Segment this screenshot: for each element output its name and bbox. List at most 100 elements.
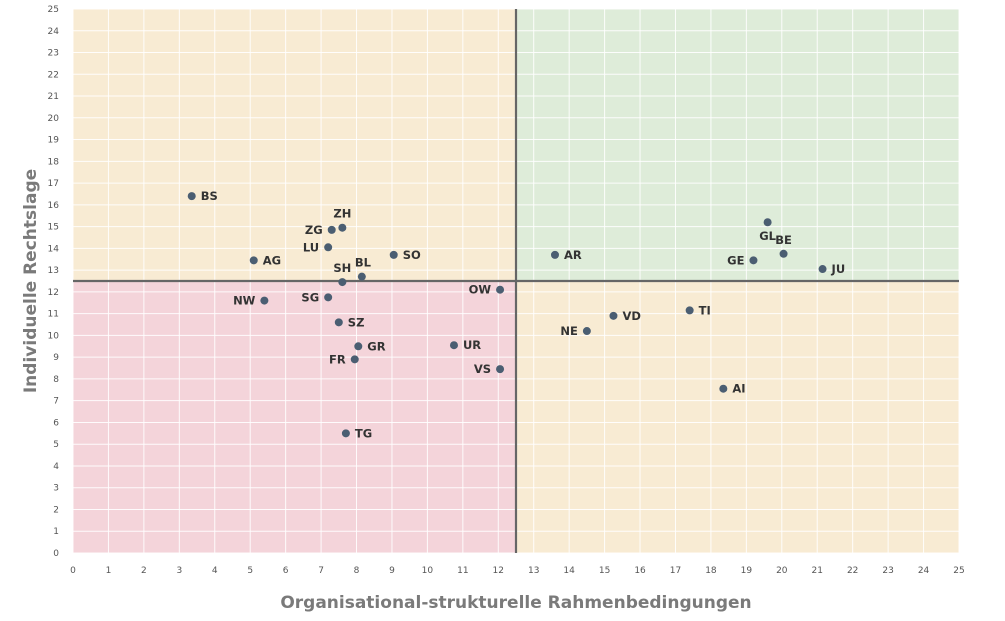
data-label-ag: AG bbox=[263, 253, 281, 267]
data-point-fr bbox=[350, 355, 359, 364]
data-label-ai: AI bbox=[732, 382, 745, 396]
data-label-zg: ZG bbox=[305, 223, 323, 237]
x-tick-label: 22 bbox=[847, 566, 858, 576]
data-point-ar bbox=[550, 250, 559, 259]
x-tick-label: 5 bbox=[247, 566, 253, 576]
data-point-ne bbox=[582, 327, 591, 336]
quadrant-top-right bbox=[516, 9, 959, 281]
y-tick-label: 23 bbox=[48, 49, 59, 59]
x-tick-label: 15 bbox=[599, 566, 610, 576]
x-axis-title: Organisational-strukturelle Rahmenbeding… bbox=[280, 593, 751, 613]
x-tick-label: 10 bbox=[422, 566, 434, 576]
data-label-gl: GL bbox=[759, 229, 776, 243]
data-point-ti bbox=[685, 306, 694, 315]
y-tick-label: 1 bbox=[53, 527, 59, 537]
y-tick-label: 3 bbox=[53, 484, 59, 494]
x-tick-label: 4 bbox=[212, 566, 218, 576]
quadrant-bottom-right bbox=[516, 281, 959, 553]
x-tick-label: 11 bbox=[457, 566, 468, 576]
data-label-vd: VD bbox=[622, 309, 640, 323]
data-point-sh bbox=[338, 278, 347, 287]
x-tick-label: 14 bbox=[563, 566, 575, 576]
data-label-sg: SG bbox=[301, 290, 319, 304]
quadrant-dividers bbox=[73, 9, 959, 553]
x-tick-label: 3 bbox=[176, 566, 182, 576]
data-label-zh: ZH bbox=[333, 207, 351, 221]
y-tick-label: 20 bbox=[48, 114, 60, 124]
data-label-ge: GE bbox=[727, 253, 744, 267]
x-tick-label: 16 bbox=[634, 566, 646, 576]
data-label-ow: OW bbox=[469, 283, 492, 297]
x-tick-label: 17 bbox=[670, 566, 681, 576]
data-point-ur bbox=[449, 341, 458, 350]
y-tick-label: 22 bbox=[48, 70, 59, 80]
x-tick-label: 12 bbox=[493, 566, 504, 576]
y-tick-label: 13 bbox=[48, 266, 59, 276]
data-points: BS ZH ZG LU SO AG BL SH AR GL BE GE JU OW NW SG SZ VD TI NE… bbox=[187, 189, 845, 440]
data-point-bl bbox=[357, 272, 366, 281]
y-tick-label: 17 bbox=[48, 179, 59, 189]
y-tick-label: 5 bbox=[53, 440, 59, 450]
data-label-sz: SZ bbox=[348, 315, 365, 329]
quadrant-bottom-left bbox=[73, 281, 516, 553]
x-tick-label: 2 bbox=[141, 566, 147, 576]
data-point-ai bbox=[719, 384, 728, 393]
data-point-tg bbox=[341, 429, 350, 438]
x-tick-label: 25 bbox=[953, 566, 964, 576]
data-label-lu: LU bbox=[303, 240, 319, 254]
y-tick-label: 7 bbox=[53, 397, 59, 407]
y-tick-label: 0 bbox=[53, 549, 59, 559]
x-tick-label: 7 bbox=[318, 566, 324, 576]
x-tick-label: 23 bbox=[882, 566, 893, 576]
y-tick-label: 24 bbox=[48, 27, 60, 37]
data-label-bl: BL bbox=[355, 256, 372, 270]
y-tick-label: 12 bbox=[48, 288, 59, 298]
data-label-so: SO bbox=[403, 248, 421, 262]
y-tick-label: 2 bbox=[53, 505, 59, 515]
x-tick-label: 13 bbox=[528, 566, 539, 576]
data-point-be bbox=[779, 249, 788, 258]
data-point-ju bbox=[818, 265, 827, 274]
x-tick-label: 6 bbox=[283, 566, 289, 576]
y-tick-label: 10 bbox=[48, 331, 60, 341]
x-tick-label: 24 bbox=[918, 566, 930, 576]
data-point-vs bbox=[496, 365, 505, 374]
data-label-be: BE bbox=[775, 233, 792, 247]
y-tick-label: 8 bbox=[53, 375, 59, 385]
quadrant-backgrounds bbox=[73, 9, 959, 553]
y-tick-label: 21 bbox=[48, 92, 59, 102]
data-label-gr: GR bbox=[367, 339, 385, 353]
y-tick-label: 25 bbox=[48, 5, 59, 15]
data-point-bs bbox=[187, 192, 196, 201]
data-point-ag bbox=[249, 256, 258, 265]
x-tick-label: 1 bbox=[106, 566, 112, 576]
data-point-sg bbox=[324, 293, 333, 302]
data-point-ow bbox=[496, 285, 505, 294]
data-point-zh bbox=[338, 223, 347, 232]
x-tick-label: 19 bbox=[741, 566, 753, 576]
y-tick-label: 14 bbox=[48, 244, 60, 254]
x-tick-label: 9 bbox=[389, 566, 395, 576]
data-label-tg: TG bbox=[355, 426, 372, 440]
quadrant-top-left bbox=[73, 9, 516, 281]
data-label-ur: UR bbox=[463, 338, 481, 352]
data-point-zg bbox=[327, 225, 336, 234]
x-tick-label: 20 bbox=[776, 566, 788, 576]
data-label-ne: NE bbox=[560, 324, 578, 338]
y-tick-label: 6 bbox=[53, 418, 59, 428]
data-point-gl bbox=[763, 218, 772, 227]
data-point-nw bbox=[260, 296, 269, 305]
x-tick-label: 0 bbox=[70, 566, 76, 576]
y-tick-label: 4 bbox=[53, 462, 59, 472]
y-tick-labels: 0123456789101112131415161718192021222324… bbox=[48, 5, 60, 559]
y-tick-label: 19 bbox=[48, 136, 60, 146]
data-point-gr bbox=[354, 342, 363, 351]
data-label-nw: NW bbox=[233, 294, 256, 308]
y-tick-label: 11 bbox=[48, 310, 59, 320]
x-tick-labels: 0 1 2 3 4 5 6 7 8 9 10 11 12 13 14 15 16 17 18 19 20 21 22 23 24… bbox=[70, 566, 965, 576]
data-label-sh: SH bbox=[333, 261, 351, 275]
data-label-fr: FR bbox=[329, 352, 346, 366]
data-point-so bbox=[389, 250, 398, 259]
data-label-vs: VS bbox=[474, 362, 491, 376]
